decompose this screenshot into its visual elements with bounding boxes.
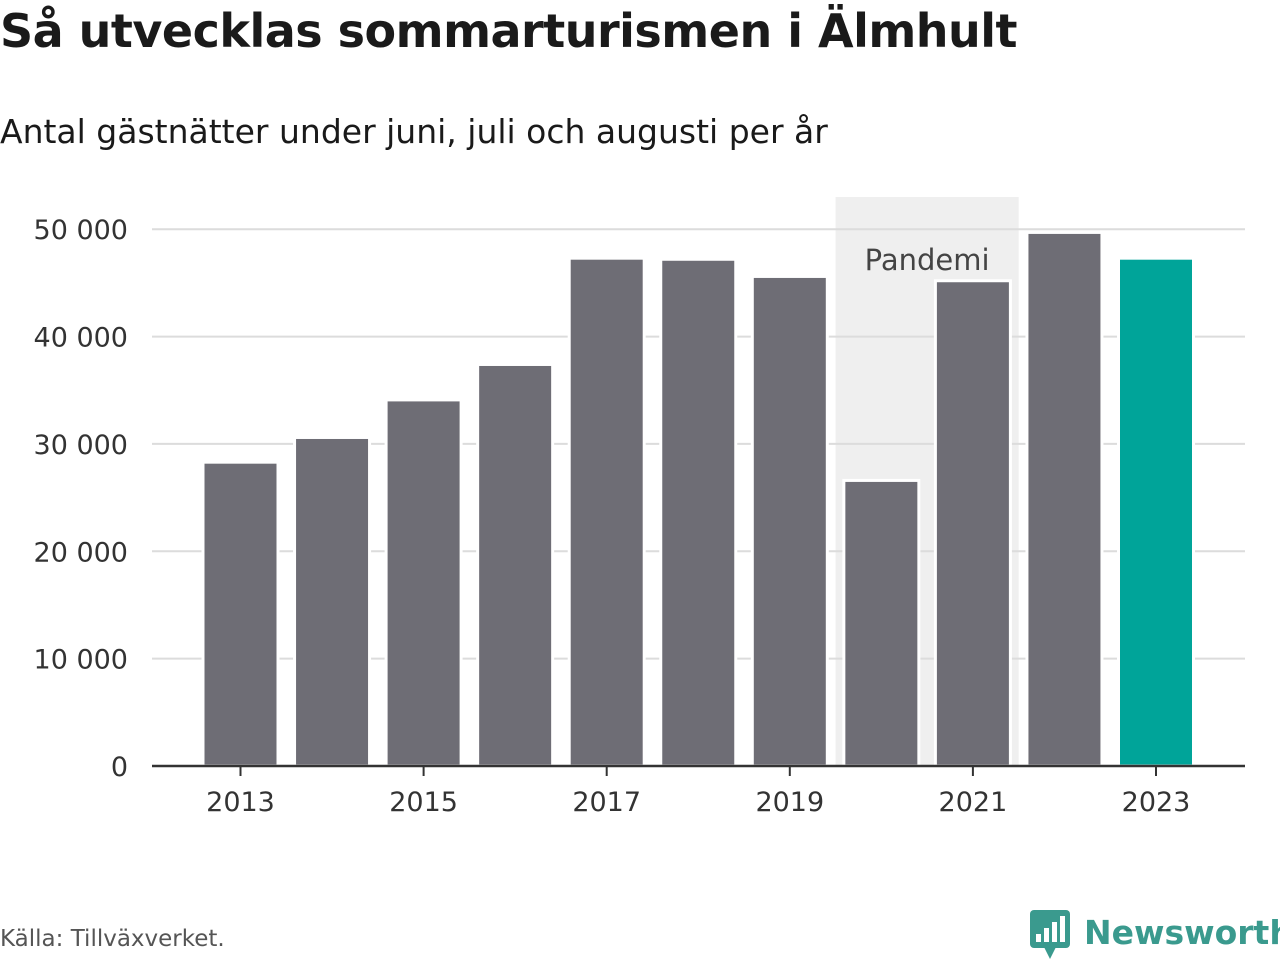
y-tick-label: 0	[111, 752, 128, 783]
chart-title: Så utvecklas sommarturismen i Älmhult	[0, 4, 1018, 58]
chart-subtitle: Antal gästnätter under juni, juli och au…	[0, 112, 828, 151]
bar-2014	[293, 435, 372, 768]
bar-2021	[933, 279, 1012, 768]
bar-2019	[750, 274, 829, 768]
bar-2022	[1025, 230, 1104, 768]
bar-2013	[201, 460, 280, 768]
bar-2015	[384, 398, 463, 768]
y-tick-label: 40 000	[34, 323, 128, 354]
bar-2023	[1117, 256, 1195, 768]
x-tick-label: 2013	[206, 787, 275, 818]
bar-2020	[842, 478, 921, 768]
x-tick-label: 2015	[389, 787, 458, 818]
source-note: Källa: Tillväxverket.	[0, 926, 225, 952]
y-tick-label: 30 000	[34, 430, 128, 461]
bar-2016	[476, 362, 555, 768]
brand-logo: Newsworthy	[1030, 910, 1280, 960]
y-tick-label: 50 000	[34, 215, 128, 246]
pandemic-label: Pandemi	[865, 243, 990, 277]
x-tick-label: 2021	[939, 787, 1008, 818]
bar-chart: Pandemi 0 10 000 20 000 30 000 40 000 50 000 20…	[34, 197, 1245, 818]
brand-name: Newsworthy	[1084, 912, 1280, 952]
y-tick-label: 10 000	[34, 645, 128, 676]
x-tick-label: 2019	[755, 787, 824, 818]
bar-2017	[567, 256, 646, 768]
y-tick-label: 20 000	[34, 537, 128, 568]
x-tick-label: 2017	[572, 787, 641, 818]
bar-2018	[659, 257, 738, 768]
x-tick-label: 2023	[1122, 787, 1191, 818]
bar-chart-speech-bubble-icon	[1030, 910, 1070, 959]
